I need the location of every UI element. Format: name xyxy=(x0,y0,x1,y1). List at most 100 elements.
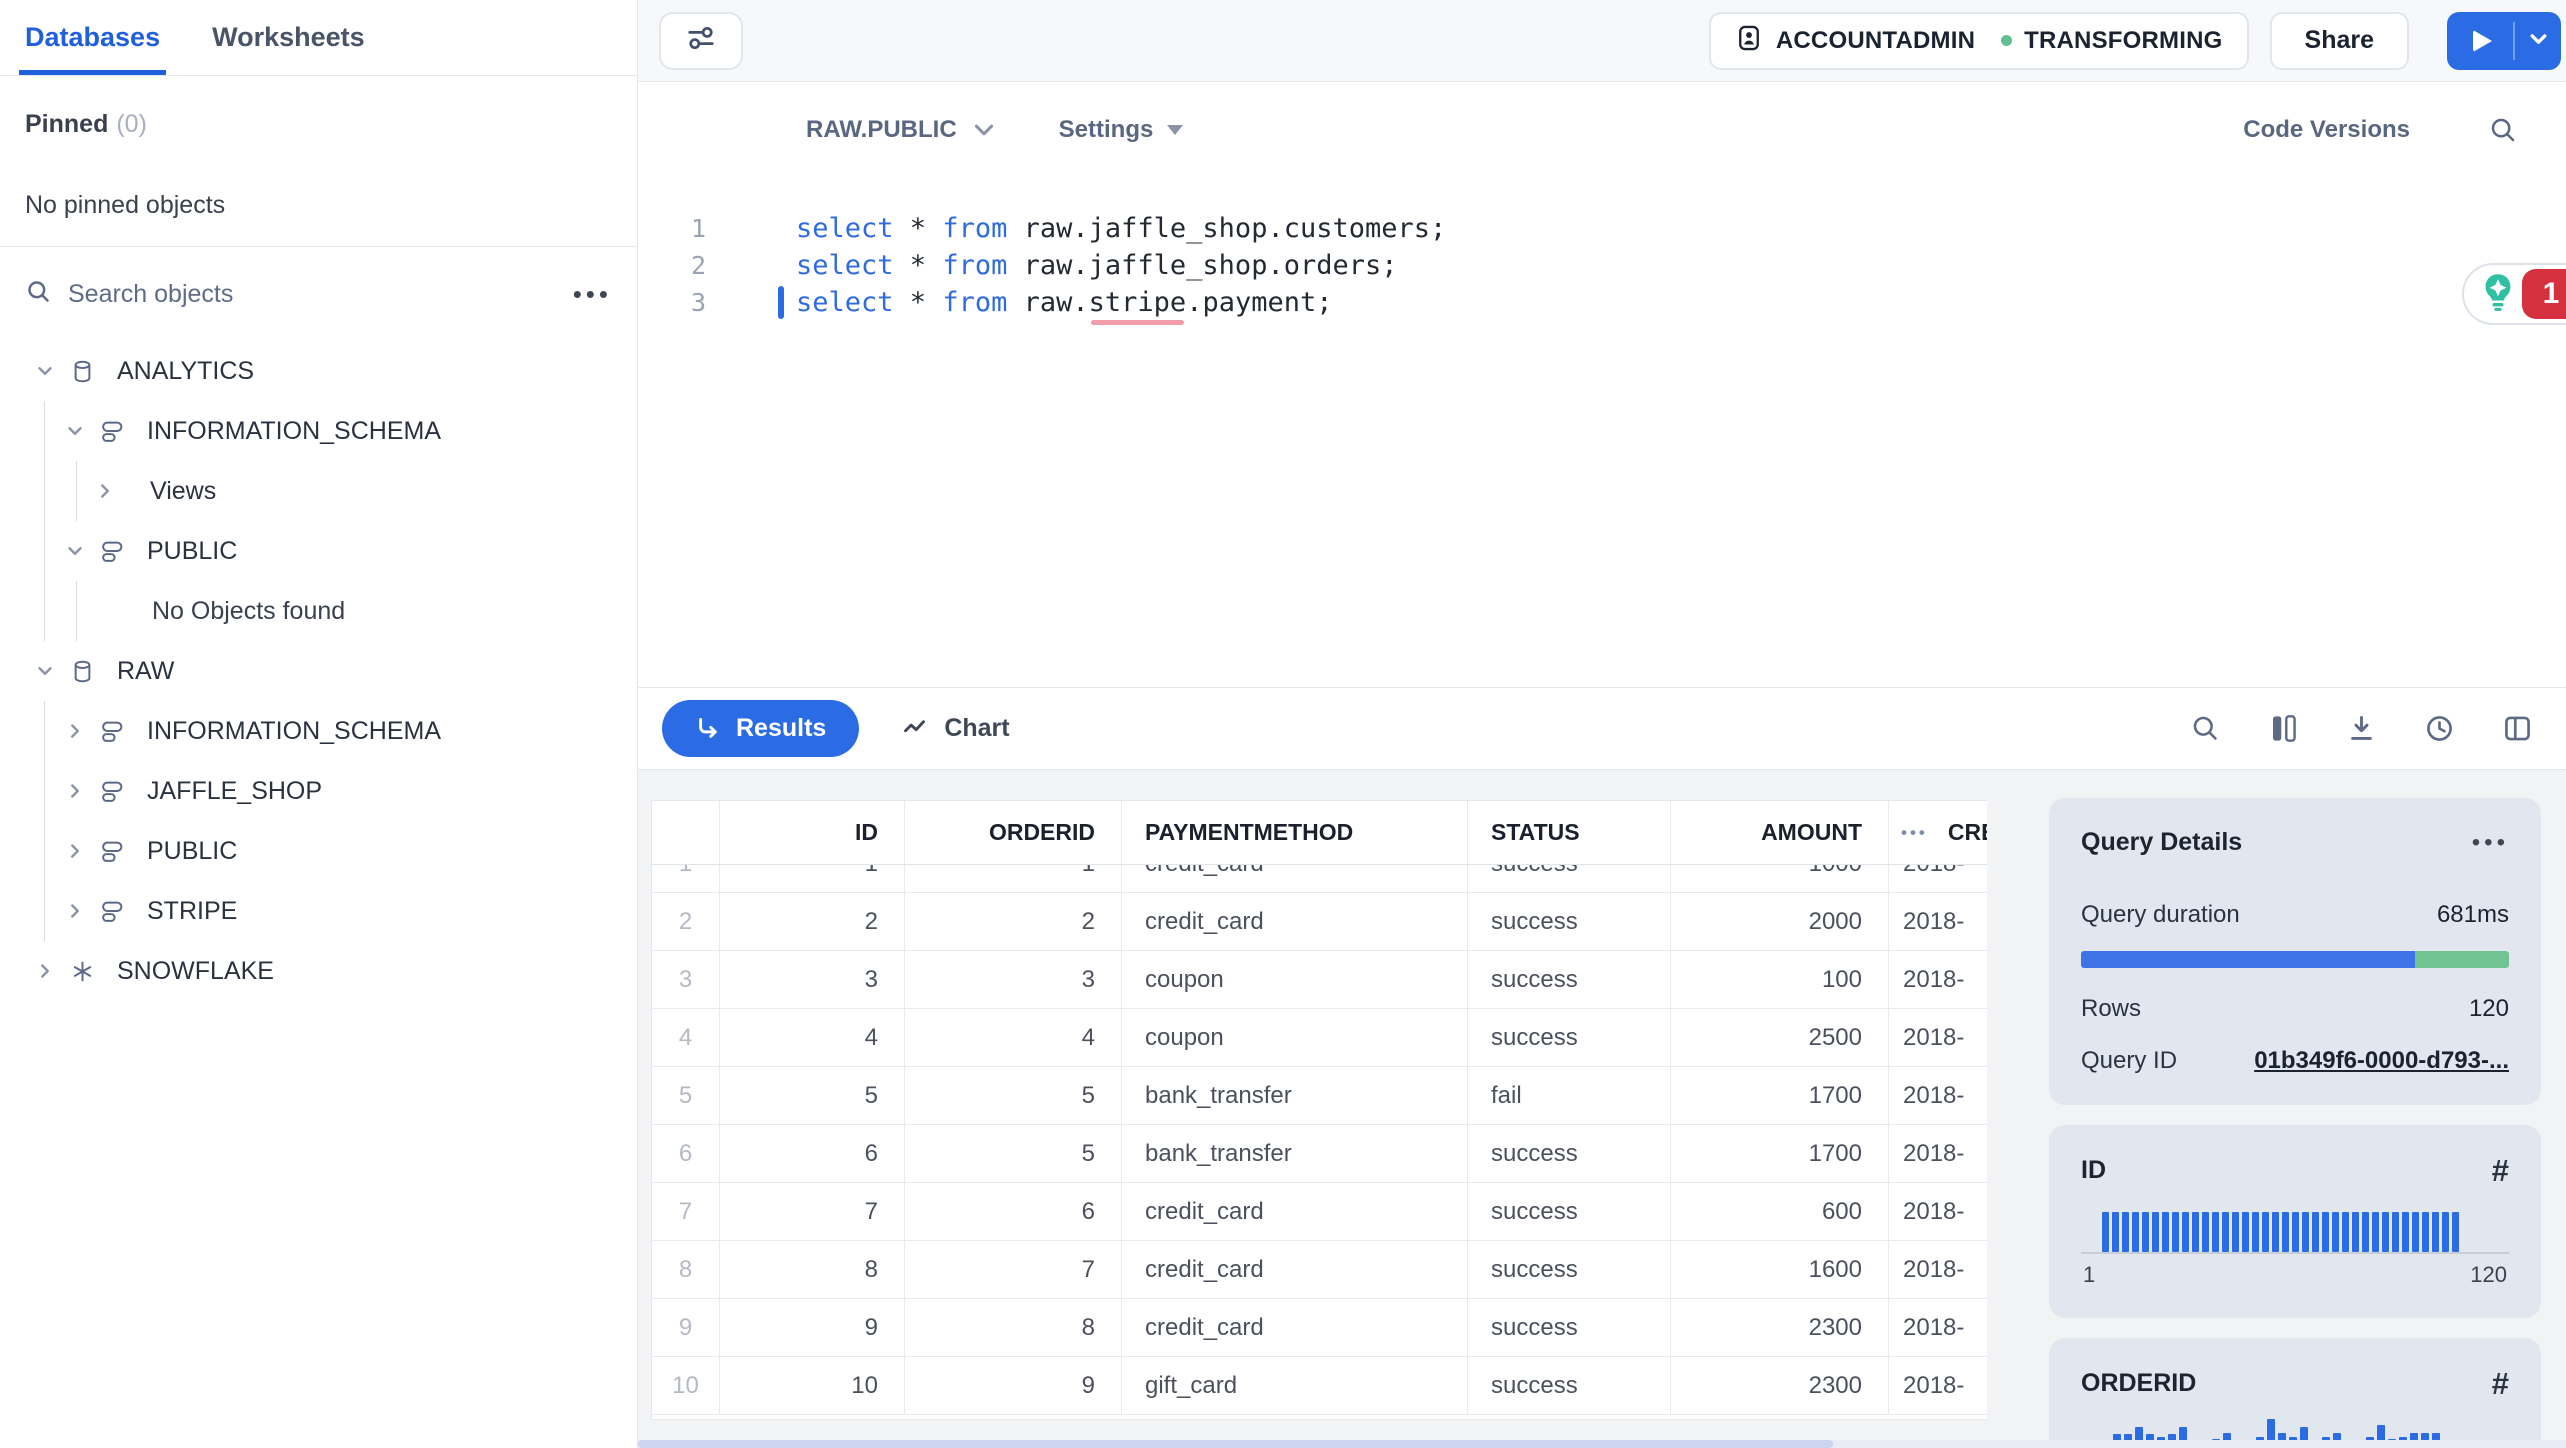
cell-status[interactable]: success xyxy=(1468,1009,1671,1066)
cell-id[interactable]: 4 xyxy=(720,1009,905,1066)
tab-chart[interactable]: Chart xyxy=(901,714,1010,743)
cell-paymentmethod[interactable]: credit_card xyxy=(1122,865,1468,892)
cell-amount[interactable]: 1700 xyxy=(1671,1125,1889,1182)
cell-orderid[interactable]: 9 xyxy=(905,1357,1122,1414)
cell-amount[interactable]: 600 xyxy=(1671,1183,1889,1240)
cell-paymentmethod[interactable]: bank_transfer xyxy=(1122,1125,1468,1182)
cell-status[interactable]: success xyxy=(1468,1357,1671,1414)
cell-id[interactable]: 8 xyxy=(720,1241,905,1298)
columns-icon[interactable] xyxy=(2268,713,2299,744)
column-header-orderid[interactable]: ORDERID xyxy=(905,801,1122,864)
tree-item-raw[interactable]: RAW xyxy=(0,641,637,701)
column-header-amount[interactable]: AMOUNT xyxy=(1671,801,1889,864)
row-number-cell[interactable]: 9 xyxy=(652,1299,720,1356)
cell-created[interactable]: 2018- xyxy=(1903,1371,1965,1399)
cell-id[interactable]: 7 xyxy=(720,1183,905,1240)
run-options-button[interactable] xyxy=(2515,12,2561,70)
cell-orderid[interactable]: 5 xyxy=(905,1067,1122,1124)
cell-status[interactable]: success xyxy=(1468,865,1671,892)
column-header-paymentmethod[interactable]: PAYMENTMETHOD xyxy=(1122,801,1468,864)
chevron-down-icon[interactable] xyxy=(64,420,86,442)
cell-amount[interactable]: 2000 xyxy=(1671,893,1889,950)
run-button[interactable] xyxy=(2447,12,2513,70)
code-versions-button[interactable]: Code Versions xyxy=(2243,116,2410,143)
cell-paymentmethod[interactable]: credit_card xyxy=(1122,893,1468,950)
code-line-2[interactable]: 2 select * from raw.jaffle_shop.orders; xyxy=(638,247,2566,284)
cell-paymentmethod[interactable]: coupon xyxy=(1122,1009,1468,1066)
row-number-cell[interactable]: 10 xyxy=(652,1357,720,1414)
chevron-right-icon[interactable] xyxy=(64,840,86,862)
tree-item-jaffle-shop[interactable]: JAFFLE_SHOP xyxy=(0,761,637,821)
cell-id[interactable]: 3 xyxy=(720,951,905,1008)
cell-amount[interactable]: 2300 xyxy=(1671,1357,1889,1414)
search-objects-input[interactable] xyxy=(68,279,573,309)
chevron-right-icon[interactable] xyxy=(34,960,56,982)
cell-created[interactable]: 2018- xyxy=(1903,1313,1965,1341)
more-columns-icon[interactable]: ••• xyxy=(1901,822,1928,842)
row-number-cell[interactable]: 4 xyxy=(652,1009,720,1066)
tab-results[interactable]: Results xyxy=(662,700,860,757)
tree-item-information-schema[interactable]: INFORMATION_SCHEMA xyxy=(0,401,637,461)
tree-item-public[interactable]: PUBLIC xyxy=(0,521,637,581)
cell-created[interactable]: 2018- xyxy=(1903,907,1965,935)
cell-orderid[interactable]: 7 xyxy=(905,1241,1122,1298)
cell-orderid[interactable]: 5 xyxy=(905,1125,1122,1182)
editor-settings-dropdown[interactable]: Settings xyxy=(1059,116,1184,144)
code-area[interactable]: 1 select * from raw.jaffle_shop.customers… xyxy=(638,210,2566,321)
cell-id[interactable]: 2 xyxy=(720,893,905,950)
cell-amount[interactable]: 1600 xyxy=(1671,1241,1889,1298)
cell-paymentmethod[interactable]: credit_card xyxy=(1122,1299,1468,1356)
cell-paymentmethod[interactable]: credit_card xyxy=(1122,1183,1468,1240)
column-header-id[interactable]: ID xyxy=(720,801,905,864)
cell-orderid[interactable]: 4 xyxy=(905,1009,1122,1066)
row-number-cell[interactable]: 8 xyxy=(652,1241,720,1298)
cell-created[interactable]: 2018- xyxy=(1889,865,1987,892)
cell-created[interactable]: 2018- xyxy=(1903,965,1965,993)
cell-created[interactable]: 2018- xyxy=(1903,1081,1965,1109)
column-header-status[interactable]: STATUS xyxy=(1468,801,1671,864)
cell-status[interactable]: success xyxy=(1468,951,1671,1008)
cell-status[interactable]: success xyxy=(1468,1125,1671,1182)
cell-paymentmethod[interactable]: gift_card xyxy=(1122,1357,1468,1414)
cell-status[interactable]: success xyxy=(1468,893,1671,950)
scrollbar-thumb[interactable] xyxy=(638,1440,1834,1448)
row-number-cell[interactable]: 7 xyxy=(652,1183,720,1240)
chevron-down-icon[interactable] xyxy=(34,360,56,382)
tree-item-information-schema[interactable]: INFORMATION_SCHEMA xyxy=(0,701,637,761)
cell-status[interactable]: fail xyxy=(1468,1067,1671,1124)
share-button[interactable]: Share xyxy=(2269,11,2409,70)
editor-hint-pill[interactable]: 1 xyxy=(2462,263,2566,325)
cell-status[interactable]: success xyxy=(1468,1299,1671,1356)
code-line-1[interactable]: 1 select * from raw.jaffle_shop.customers… xyxy=(638,210,2566,247)
row-number-cell[interactable]: 5 xyxy=(652,1067,720,1124)
tree-item-stripe[interactable]: STRIPE xyxy=(0,881,637,941)
cell-created[interactable]: 2018- xyxy=(1903,1255,1965,1283)
tree-item-analytics[interactable]: ANALYTICS xyxy=(0,341,637,401)
editor-search-button[interactable] xyxy=(2488,115,2518,145)
query-id-link[interactable]: 01b349f6-0000-d793-... xyxy=(2254,1047,2509,1074)
cell-orderid[interactable]: 8 xyxy=(905,1299,1122,1356)
chevron-right-icon[interactable] xyxy=(94,480,116,502)
history-clock-icon[interactable] xyxy=(2424,713,2455,744)
chevron-down-icon[interactable] xyxy=(64,540,86,562)
chevron-right-icon[interactable] xyxy=(64,780,86,802)
cell-orderid[interactable]: 6 xyxy=(905,1183,1122,1240)
cell-id[interactable]: 9 xyxy=(720,1299,905,1356)
cell-amount[interactable]: 2300 xyxy=(1671,1299,1889,1356)
row-number-cell[interactable]: 3 xyxy=(652,951,720,1008)
chevron-right-icon[interactable] xyxy=(64,720,86,742)
chevron-down-icon[interactable] xyxy=(34,660,56,682)
cell-id[interactable]: 6 xyxy=(720,1125,905,1182)
cell-orderid[interactable]: 2 xyxy=(905,893,1122,950)
cell-amount[interactable]: 1000 xyxy=(1671,865,1889,892)
cell-created[interactable]: 2018- xyxy=(1903,1139,1965,1167)
cell-paymentmethod[interactable]: bank_transfer xyxy=(1122,1067,1468,1124)
cell-orderid[interactable]: 3 xyxy=(905,951,1122,1008)
cell-status[interactable]: success xyxy=(1468,1183,1671,1240)
row-number-cell[interactable]: 2 xyxy=(652,893,720,950)
download-icon[interactable] xyxy=(2346,713,2377,744)
session-context-button[interactable]: ACCOUNTADMIN TRANSFORMING xyxy=(1708,11,2249,70)
database-schema-selector[interactable]: RAW.PUBLIC xyxy=(806,116,997,144)
cell-id[interactable]: 5 xyxy=(720,1067,905,1124)
cell-paymentmethod[interactable]: credit_card xyxy=(1122,1241,1468,1298)
